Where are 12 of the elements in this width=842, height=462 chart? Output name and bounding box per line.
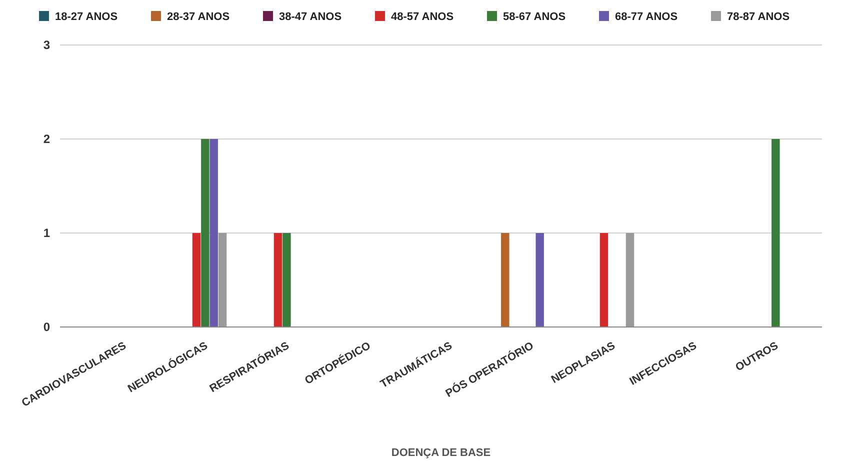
x-axis-title: DOENÇA DE BASE <box>391 447 491 459</box>
legend-label: 18-27 ANOS <box>55 10 118 23</box>
legend-label: 28-37 ANOS <box>167 10 230 23</box>
legend-label: 78-87 ANOS <box>727 10 790 23</box>
legend-label: 68-77 ANOS <box>615 10 678 23</box>
y-tick-label: 0 <box>43 320 50 334</box>
legend-label: 58-67 ANOS <box>503 10 566 23</box>
legend-label: 48-57 ANOS <box>391 10 454 23</box>
y-tick-label: 1 <box>43 226 50 240</box>
y-tick-label: 2 <box>43 132 50 146</box>
legend-label: 38-47 ANOS <box>279 10 342 23</box>
y-tick-label: 3 <box>43 38 50 52</box>
